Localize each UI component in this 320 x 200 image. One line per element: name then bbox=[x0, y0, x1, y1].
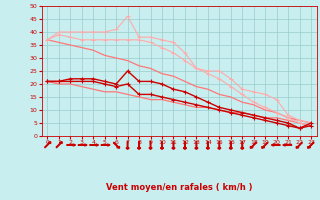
Text: Vent moyen/en rafales ( km/h ): Vent moyen/en rafales ( km/h ) bbox=[106, 183, 252, 192]
